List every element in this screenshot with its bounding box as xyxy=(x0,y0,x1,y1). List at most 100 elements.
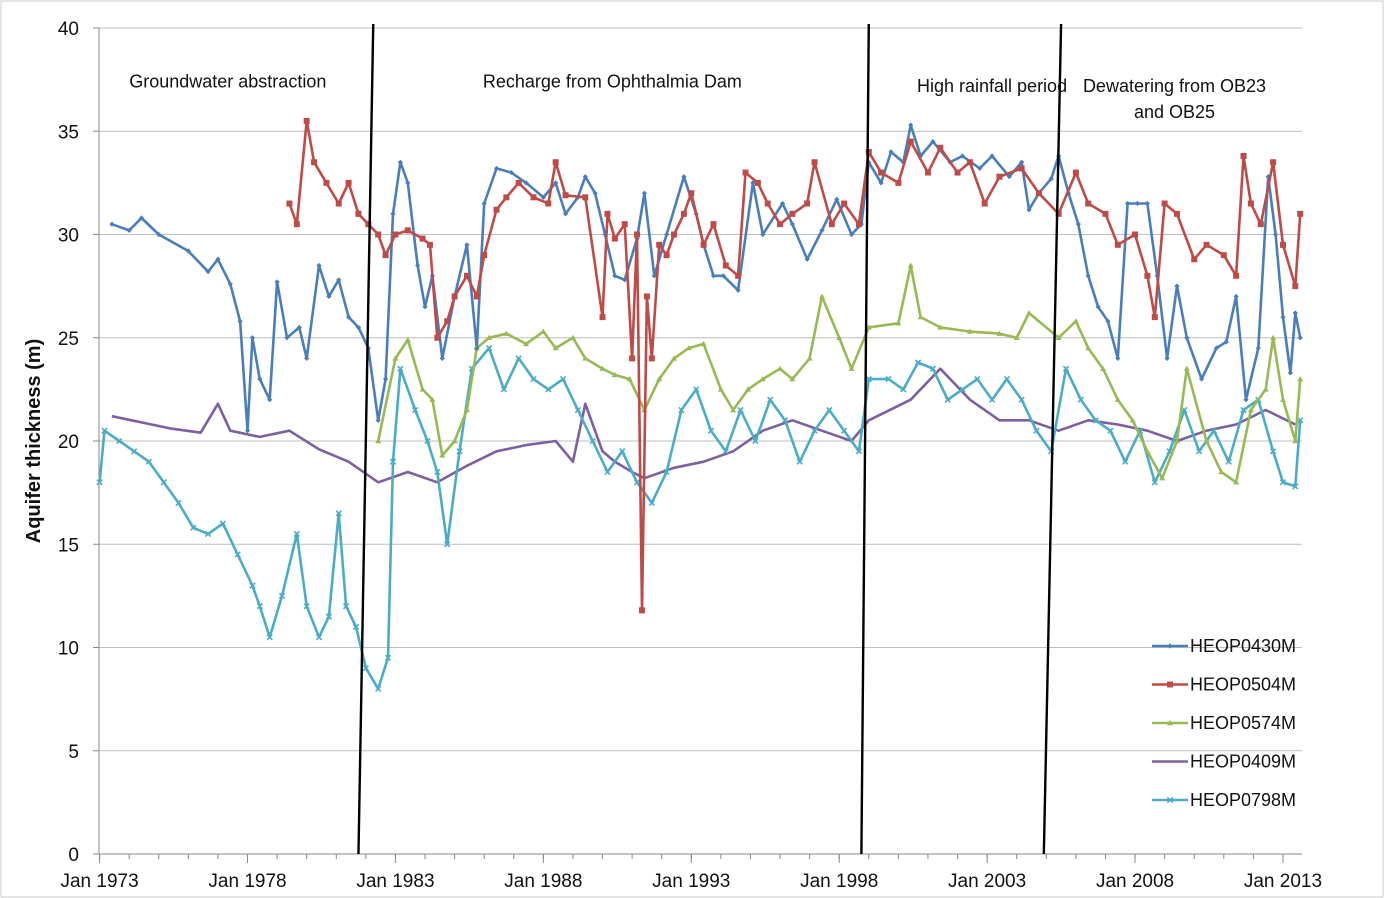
data-point xyxy=(503,194,510,201)
data-point xyxy=(759,376,766,382)
data-point xyxy=(1167,720,1173,726)
data-point xyxy=(109,221,115,227)
data-point xyxy=(1006,174,1012,180)
data-point xyxy=(1203,438,1210,444)
data-point xyxy=(116,437,123,445)
data-point xyxy=(1297,376,1304,382)
data-point xyxy=(582,174,588,180)
data-point xyxy=(1114,396,1121,402)
data-point xyxy=(429,396,436,402)
data-point xyxy=(974,375,981,383)
data-point xyxy=(907,138,914,145)
data-point xyxy=(720,273,726,279)
data-point xyxy=(1174,283,1180,289)
data-point xyxy=(959,153,966,159)
data-point xyxy=(130,448,138,455)
data-point xyxy=(352,623,360,631)
data-point xyxy=(389,458,397,465)
annotation-line: Recharge from Ophthalmia Dam xyxy=(483,72,742,92)
data-point xyxy=(1270,334,1277,340)
data-point xyxy=(493,206,500,213)
data-point xyxy=(1019,159,1025,165)
data-point xyxy=(138,215,145,221)
data-point xyxy=(237,318,243,324)
data-point xyxy=(411,406,419,414)
data-point xyxy=(848,231,855,238)
data-point xyxy=(439,355,445,361)
data-point xyxy=(1035,190,1042,197)
series-line xyxy=(288,119,1302,612)
data-point xyxy=(826,406,833,414)
data-point xyxy=(836,334,843,340)
data-point xyxy=(1072,169,1079,176)
period-annotation: High rainfall period xyxy=(917,76,1067,96)
data-point xyxy=(735,272,742,279)
data-point xyxy=(1173,210,1180,217)
data-point xyxy=(355,210,362,217)
data-point xyxy=(397,365,404,372)
data-point xyxy=(286,200,293,207)
y-tick-label: 35 xyxy=(58,122,79,143)
data-point xyxy=(219,520,227,527)
data-point xyxy=(303,603,310,610)
data-point xyxy=(1233,272,1240,279)
data-point xyxy=(789,376,796,382)
data-point xyxy=(1270,159,1277,166)
data-point xyxy=(599,314,606,321)
data-point xyxy=(1129,417,1136,423)
data-point xyxy=(737,406,744,414)
data-point xyxy=(1144,272,1151,279)
data-point xyxy=(1095,304,1101,310)
data-point xyxy=(552,159,559,166)
legend-label: HEOP0430M xyxy=(1190,636,1296,656)
data-point xyxy=(456,448,463,455)
data-point xyxy=(988,396,996,403)
data-point xyxy=(375,685,382,692)
data-point xyxy=(804,256,810,262)
data-point xyxy=(908,122,914,128)
data-point xyxy=(1220,252,1227,259)
data-point xyxy=(311,159,318,166)
x-tick-label: Jan 1983 xyxy=(356,871,434,892)
data-point xyxy=(1292,438,1299,444)
data-point xyxy=(1085,345,1092,351)
data-point xyxy=(1199,376,1205,382)
data-point xyxy=(451,293,458,300)
data-point xyxy=(966,159,973,166)
data-point xyxy=(257,376,263,382)
data-point xyxy=(1297,417,1304,424)
data-point xyxy=(424,437,431,445)
data-point xyxy=(629,355,636,362)
data-point xyxy=(789,210,796,217)
data-point xyxy=(685,345,692,351)
data-point xyxy=(523,180,529,186)
data-point xyxy=(1240,406,1247,414)
x-tick-label: Jan 2013 xyxy=(1244,871,1322,892)
data-point xyxy=(1297,210,1304,217)
data-point xyxy=(924,169,931,176)
data-point xyxy=(656,376,663,382)
data-point xyxy=(663,468,670,476)
data-point xyxy=(760,231,766,238)
data-point xyxy=(419,235,426,242)
data-point xyxy=(1077,396,1084,403)
data-point xyxy=(562,192,569,199)
data-point xyxy=(1144,200,1150,207)
data-point xyxy=(508,169,514,176)
data-point xyxy=(1013,334,1020,340)
data-point xyxy=(885,375,892,383)
data-point xyxy=(523,340,530,347)
data-point xyxy=(419,386,426,392)
data-point xyxy=(996,330,1003,336)
data-point xyxy=(335,510,342,517)
data-point xyxy=(1092,417,1099,424)
data-point xyxy=(781,417,789,424)
data-point xyxy=(434,334,441,341)
series-line xyxy=(376,264,1302,484)
legend-item-heop0409m: HEOP0409M xyxy=(1152,752,1296,772)
data-point xyxy=(599,365,606,371)
data-point xyxy=(710,221,717,228)
data-point xyxy=(678,406,685,414)
data-point xyxy=(895,179,902,186)
